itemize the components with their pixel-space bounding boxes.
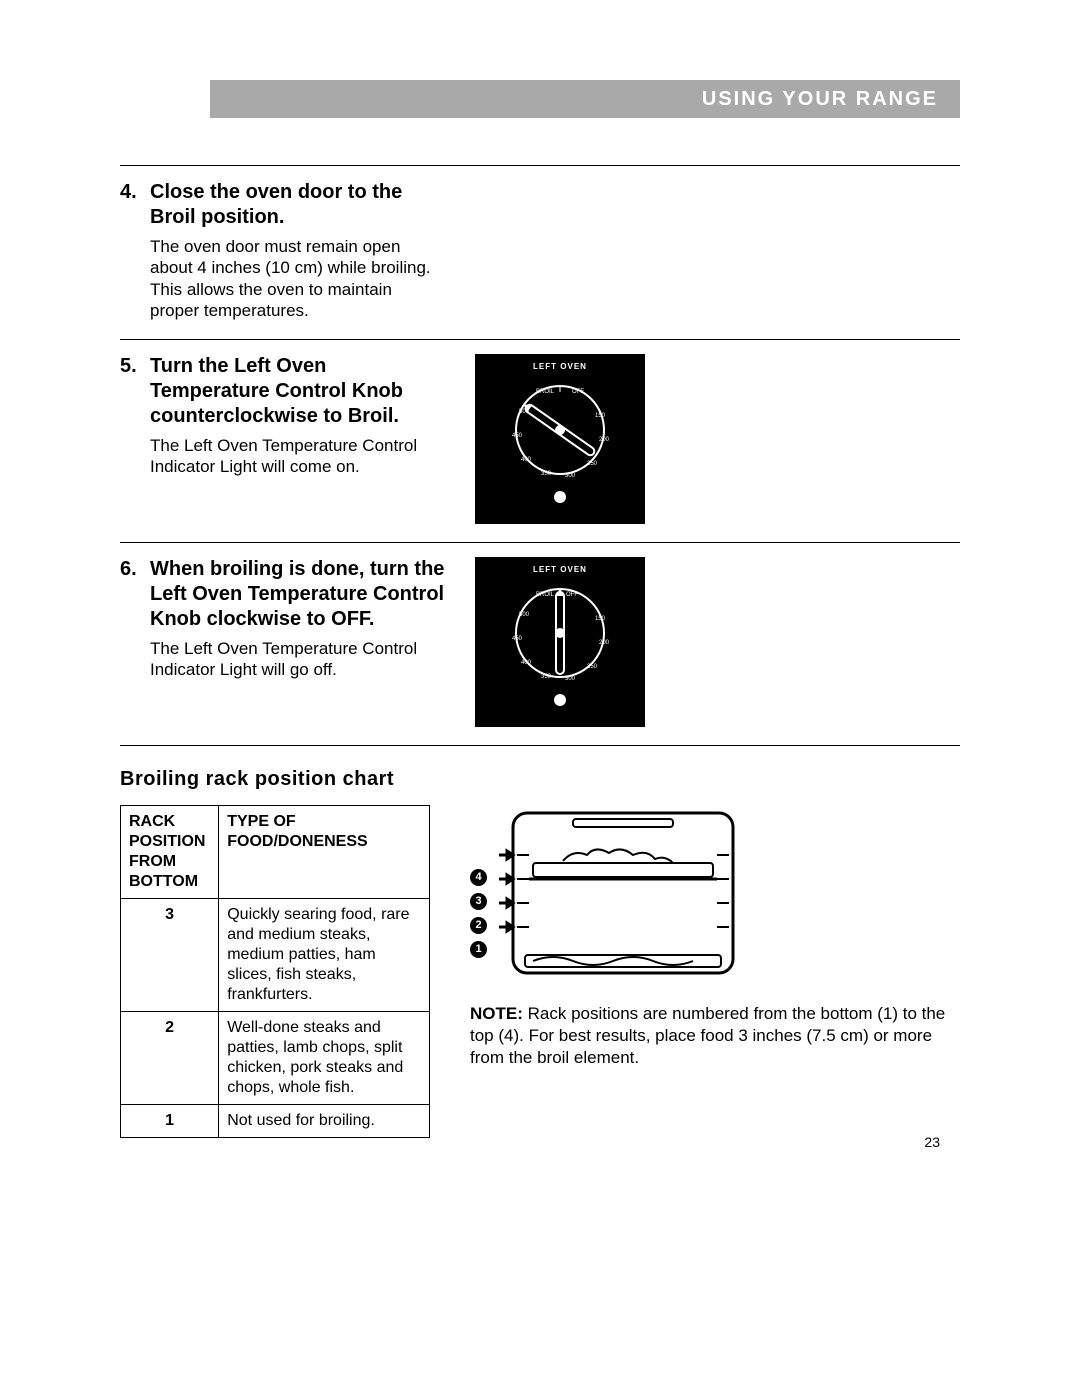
svg-text:250: 250 [587,461,598,467]
step-number: 6. [120,557,150,632]
svg-text:450: 450 [512,433,523,439]
rack-position: 3 [121,899,219,1012]
svg-text:150: 150 [595,413,606,419]
step-body: The Left Oven Temperature Control Indica… [120,435,445,478]
chart-title: Broiling rack position chart [120,768,960,791]
rack-bullet-4: 4 [470,869,487,886]
divider [120,745,960,746]
table-row: 2 Well-done steaks and patties, lamb cho… [121,1012,430,1105]
step-6: 6. When broiling is done, turn the Left … [120,543,960,745]
section-header-title: USING YOUR RANGE [702,88,938,111]
step-title: Turn the Left Oven Temperature Control K… [150,354,445,429]
svg-text:500: 500 [519,612,530,618]
step-body: The oven door must remain open about 4 i… [120,236,445,321]
rack-desc: Not used for broiling. [219,1105,430,1138]
svg-text:300: 300 [565,676,576,682]
table-header-type: TYPE OFFOOD/DONENESS [219,806,430,899]
table-row: 3 Quickly searing food, rare and medium … [121,899,430,1012]
rack-bullet-3: 3 [470,893,487,910]
svg-text:OFF: OFF [566,592,578,598]
rack-number-legend: 4 3 2 1 [470,869,487,958]
oven-rack-diagram-icon [493,805,743,985]
knob-panel-label: LEFT OVEN [533,362,587,371]
oven-knob-icon: OFF BROIL 150 200 250 300 350 400 450 50… [500,578,620,708]
svg-text:400: 400 [521,457,532,463]
svg-text:350: 350 [541,471,552,477]
step-body: The Left Oven Temperature Control Indica… [120,638,445,681]
step-title: Close the oven door to the Broil positio… [150,180,445,230]
note-label: NOTE: [470,1004,523,1023]
svg-text:500: 500 [519,409,530,415]
svg-text:350: 350 [541,674,552,680]
svg-text:200: 200 [599,640,610,646]
svg-text:OFF: OFF [572,389,584,395]
rack-desc: Quickly searing food, rare and medium st… [219,899,430,1012]
svg-text:150: 150 [595,616,606,622]
knob-panel-label: LEFT OVEN [533,565,587,574]
step-4: 4. Close the oven door to the Broil posi… [120,166,960,339]
svg-text:400: 400 [521,660,532,666]
rack-bullet-2: 2 [470,917,487,934]
svg-text:450: 450 [512,636,523,642]
knob-panel-off: LEFT OVEN OFF BROIL 150 200 [475,557,645,727]
table-header-rack: RACK POSITIONFROM BOTTOM [121,806,219,899]
svg-text:BROIL: BROIL [536,592,555,598]
oven-knob-icon: OFF BROIL 150 200 250 300 350 400 450 50… [500,375,620,505]
rack-position: 2 [121,1012,219,1105]
step-number: 5. [120,354,150,429]
broiling-chart-table: RACK POSITIONFROM BOTTOM TYPE OFFOOD/DON… [120,805,430,1138]
step-number: 4. [120,180,150,230]
rack-bullet-1: 1 [470,941,487,958]
rack-desc: Well-done steaks and patties, lamb chops… [219,1012,430,1105]
knob-panel-broil: LEFT OVEN [475,354,645,524]
rack-note: NOTE: Rack positions are numbered from t… [470,1003,960,1069]
table-row: 1 Not used for broiling. [121,1105,430,1138]
note-text: Rack positions are numbered from the bot… [470,1004,945,1067]
svg-text:BROIL: BROIL [536,389,555,395]
svg-text:300: 300 [565,473,576,479]
step-title: When broiling is done, turn the Left Ove… [150,557,445,632]
step-5: 5. Turn the Left Oven Temperature Contro… [120,340,960,542]
page-number: 23 [924,1134,940,1150]
section-header: USING YOUR RANGE [210,80,960,118]
svg-text:200: 200 [599,437,610,443]
svg-text:250: 250 [587,664,598,670]
rack-position: 1 [121,1105,219,1138]
